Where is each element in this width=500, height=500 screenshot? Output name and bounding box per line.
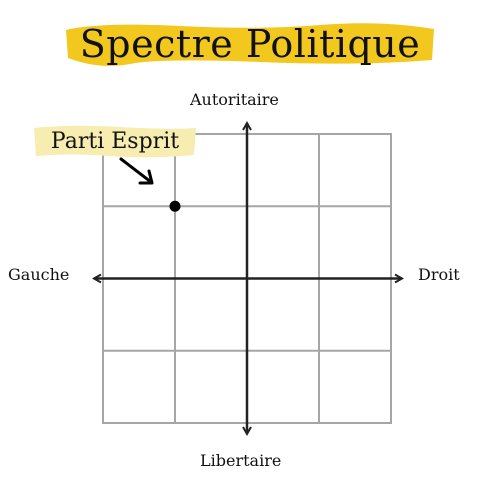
title-highlight [66, 23, 434, 66]
y-axis-arrow-bottom [242, 426, 252, 437]
y-axis-arrow-top [242, 120, 252, 131]
pointer-arrow [119, 157, 154, 185]
axis-label-top: Autoritaire [190, 90, 279, 109]
pointer-arrow-shaft [119, 157, 153, 184]
title-banner: Spectre Politique [60, 16, 440, 72]
data-point [169, 200, 181, 212]
page-title: Spectre Politique [79, 22, 421, 66]
axis-label-left: Gauche [8, 265, 70, 284]
x-axis-arrow-left [91, 273, 102, 284]
points [169, 200, 181, 212]
point-label: Parti Esprit [50, 128, 180, 154]
axis-label-bottom: Libertaire [200, 451, 282, 470]
point-label-tag: Parti Esprit [30, 122, 200, 160]
axes [91, 120, 405, 437]
axis-label-right: Droit [418, 265, 460, 284]
pointer-arrow-head [138, 169, 154, 185]
point-label-highlight [34, 125, 196, 158]
x-axis-arrow-right [394, 273, 405, 284]
